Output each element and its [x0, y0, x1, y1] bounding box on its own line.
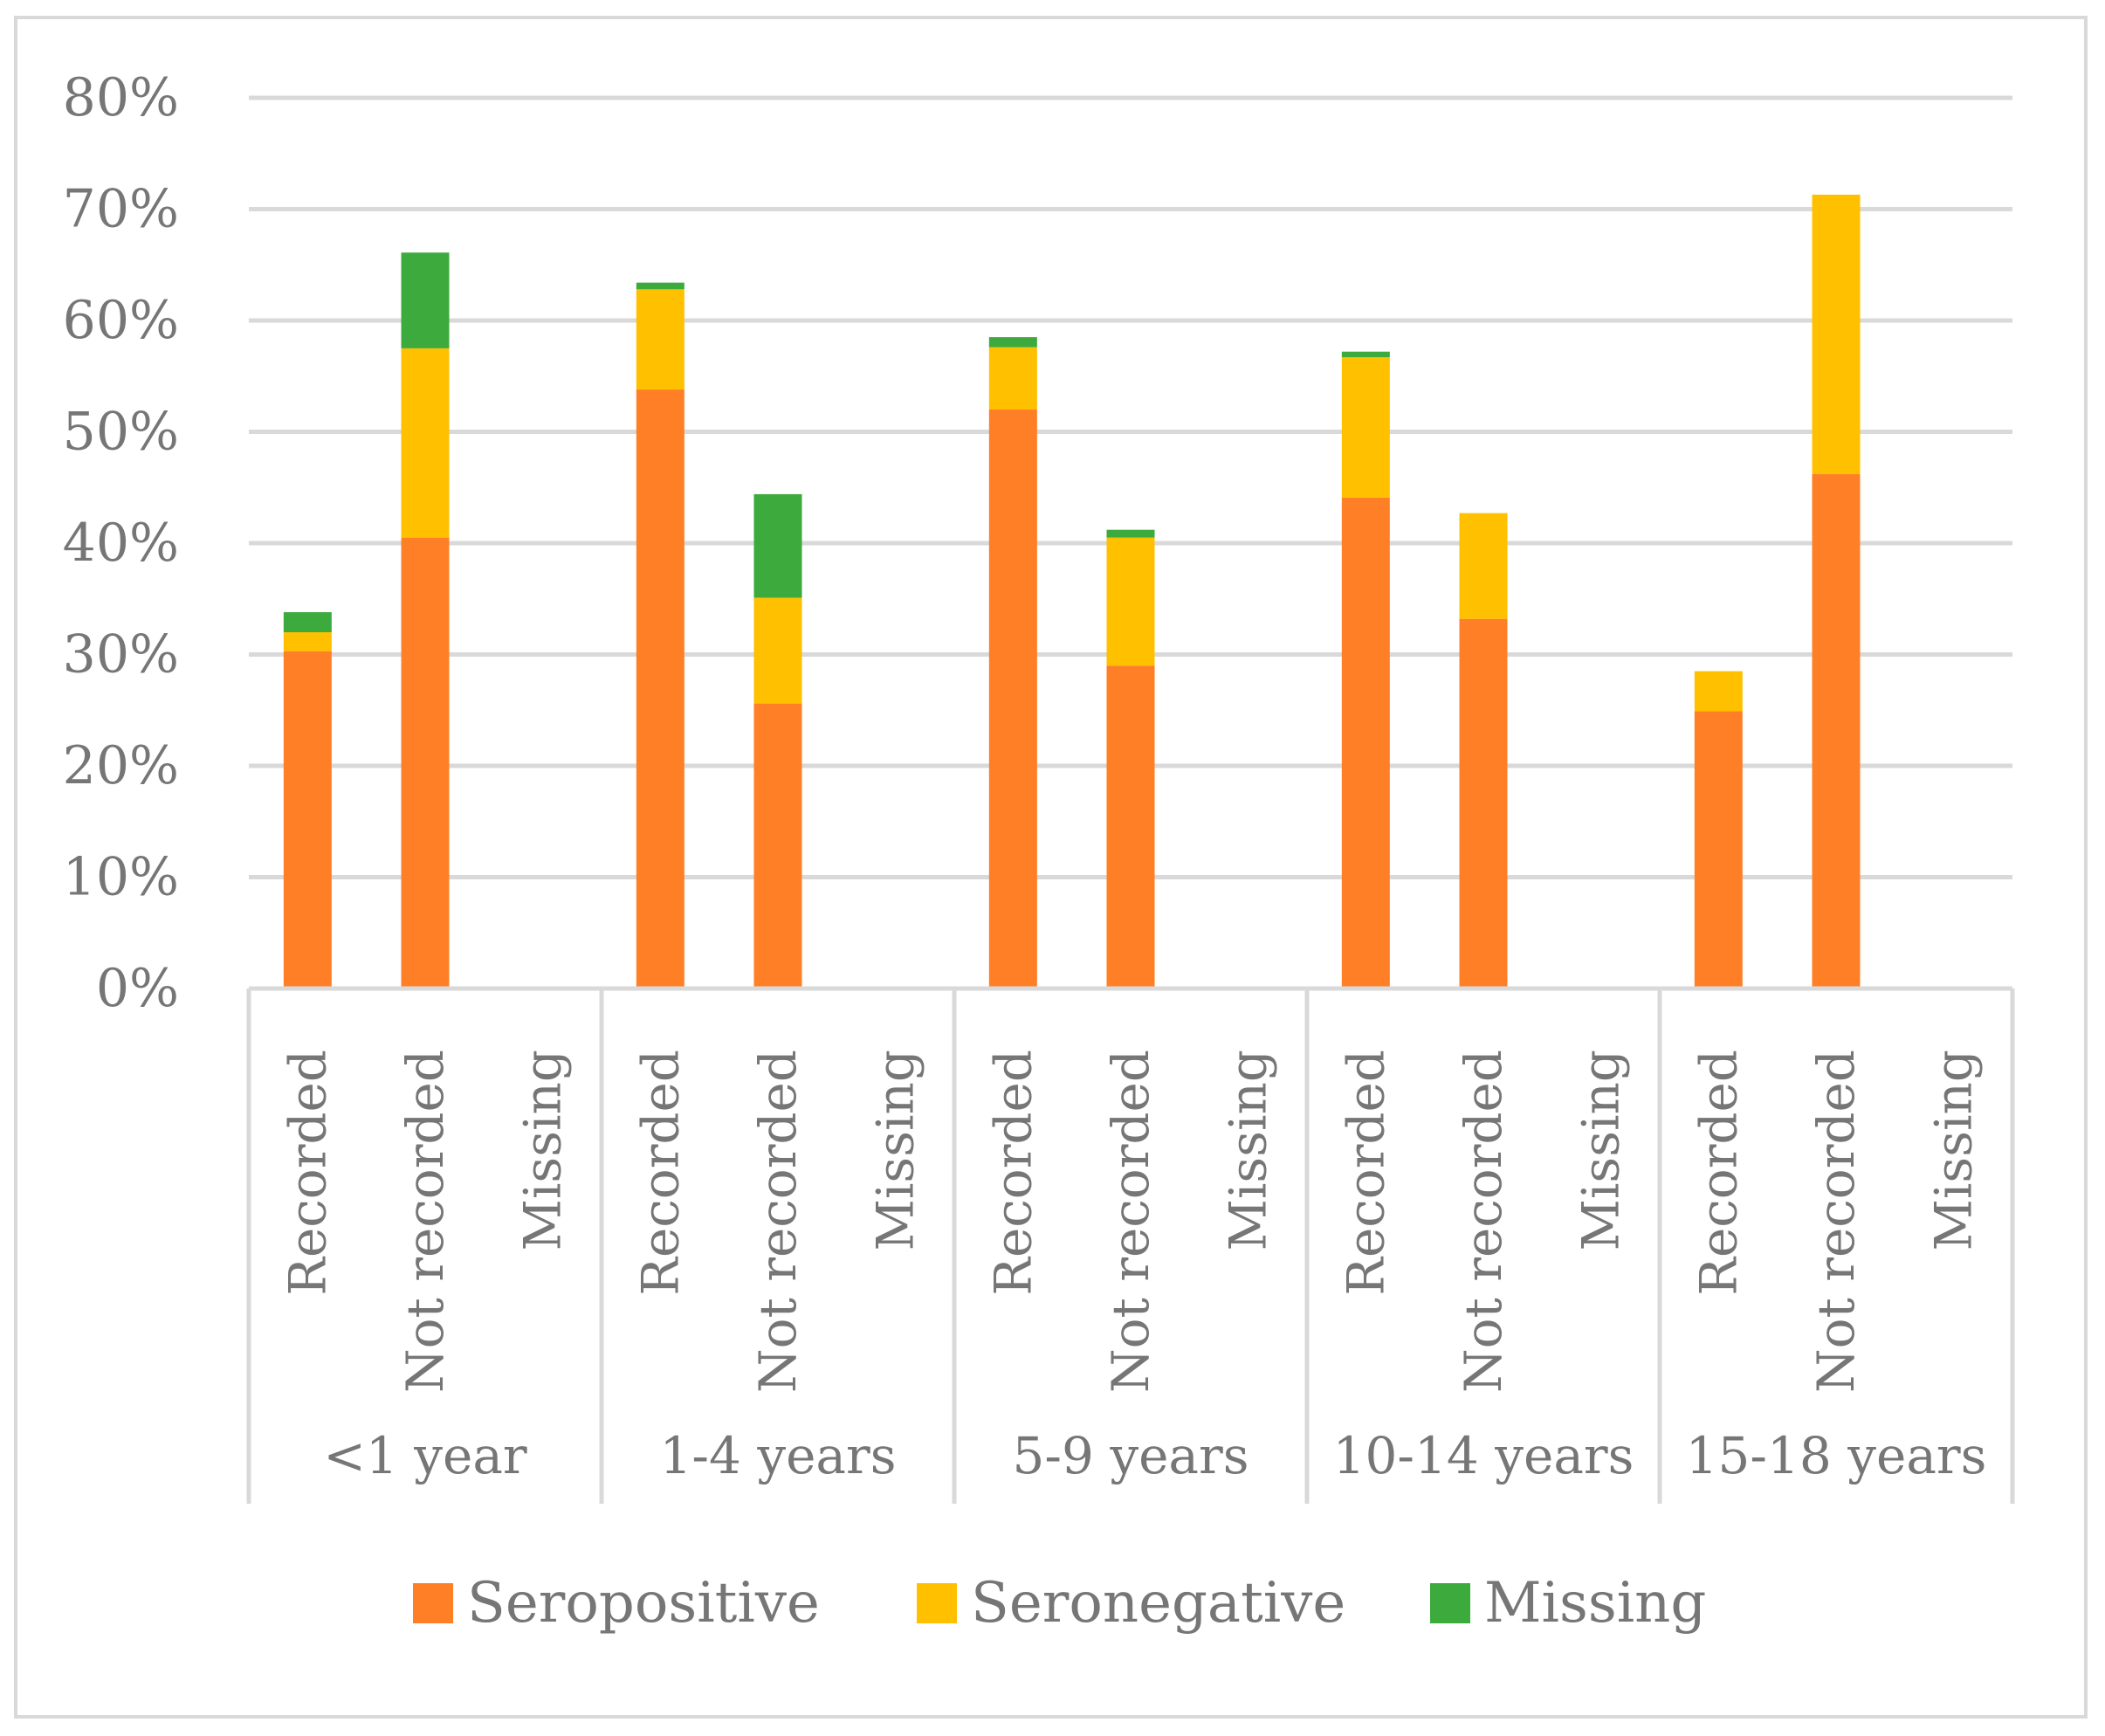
y-tick-label: 10%	[63, 847, 179, 908]
legend-label-missing: Missing	[1484, 1571, 1706, 1636]
legend: Seropositive Seronegative Missing	[413, 1571, 1706, 1636]
y-tick-label: 80%	[63, 67, 179, 128]
legend-swatch-seropositive	[413, 1583, 453, 1623]
y-tick-label: 30%	[63, 624, 179, 685]
stacked-bar-chart: 0% 10% 20% 30% 40% 50% 60% 70% 80% Recorded Not r…	[63, 67, 2015, 1636]
bars	[283, 194, 1861, 989]
bar-segment-seropositive	[1459, 618, 1508, 989]
x-category-label: Recorded	[1336, 1050, 1395, 1296]
x-category-label: Missing	[866, 1050, 925, 1251]
bar-segment-missing	[1341, 351, 1390, 358]
x-category-label: Recorded	[278, 1050, 337, 1296]
bar-segment-seropositive	[1341, 497, 1390, 989]
y-tick-label: 50%	[63, 402, 179, 463]
bar-segment-seropositive	[753, 703, 802, 989]
bar-segment-missing	[636, 282, 684, 290]
x-group-label: 15-18 years	[1686, 1426, 1987, 1485]
legend-label-seropositive: Seropositive	[467, 1571, 820, 1636]
bar-segment-missing	[283, 612, 332, 632]
x-category-label: Missing	[1572, 1050, 1631, 1251]
bar-segment-seronegative	[1694, 671, 1743, 712]
bar-segment-seropositive	[988, 410, 1037, 989]
bar-segment-seronegative	[1459, 513, 1508, 619]
bar-segment-seronegative	[988, 347, 1037, 410]
bar-segment-seronegative	[1106, 537, 1155, 666]
x-category-label: Not recorded	[1806, 1050, 1866, 1393]
chart-frame: 0% 10% 20% 30% 40% 50% 60% 70% 80% Recorded Not r…	[14, 16, 2088, 1719]
legend-swatch-seronegative	[917, 1583, 957, 1623]
x-category-label: Missing	[1219, 1050, 1278, 1251]
bar-segment-missing	[1106, 529, 1155, 538]
bar-segment-seropositive	[1106, 665, 1155, 989]
axes	[246, 986, 2015, 1504]
bar-segment-seronegative	[1812, 194, 1861, 474]
bar-segment-seropositive	[636, 389, 684, 989]
legend-label-seronegative: Seronegative	[971, 1571, 1345, 1636]
x-category-label: Recorded	[630, 1050, 690, 1296]
bar-segment-missing	[401, 252, 450, 348]
bar-segment-seronegative	[636, 289, 684, 390]
x-axis-group-labels: <1 year 1-4 years 5-9 years 10-14 years 15-1…	[323, 1426, 1986, 1485]
x-group-label: 10-14 years	[1333, 1426, 1634, 1485]
x-category-label: Not recorded	[396, 1050, 455, 1393]
bar-segment-seropositive	[283, 651, 332, 989]
x-category-label: Not recorded	[1101, 1050, 1160, 1393]
bar-segment-missing	[988, 337, 1037, 348]
bar-segment-seronegative	[401, 348, 450, 538]
bar-segment-missing	[753, 493, 802, 598]
x-axis-category-labels: Recorded Not recorded Missing Recorded Not r…	[278, 1050, 1983, 1393]
x-category-label: Missing	[1924, 1050, 1984, 1251]
y-tick-label: 20%	[63, 735, 179, 796]
bar-segment-seropositive	[1694, 711, 1743, 989]
x-category-label: Missing	[513, 1050, 573, 1251]
bar-segment-seropositive	[1812, 473, 1861, 989]
x-group-label: <1 year	[323, 1426, 527, 1485]
bar-segment-seronegative	[753, 597, 802, 704]
y-tick-label: 0%	[96, 958, 179, 1019]
x-group-label: 1-4 years	[660, 1426, 897, 1485]
y-axis-tick-labels: 0% 10% 20% 30% 40% 50% 60% 70% 80%	[63, 67, 179, 1019]
legend-swatch-missing	[1430, 1583, 1470, 1623]
x-category-label: Recorded	[1689, 1050, 1748, 1296]
x-category-label: Not recorded	[1454, 1050, 1513, 1393]
bar-segment-seronegative	[283, 632, 332, 651]
x-category-label: Recorded	[983, 1050, 1042, 1296]
y-tick-label: 70%	[63, 179, 179, 240]
x-category-label: Not recorded	[748, 1050, 808, 1393]
bar-segment-seronegative	[1341, 357, 1390, 498]
bar-segment-seropositive	[401, 537, 450, 989]
x-group-label: 5-9 years	[1013, 1426, 1249, 1485]
y-tick-label: 60%	[63, 290, 179, 351]
y-tick-label: 40%	[63, 513, 179, 574]
